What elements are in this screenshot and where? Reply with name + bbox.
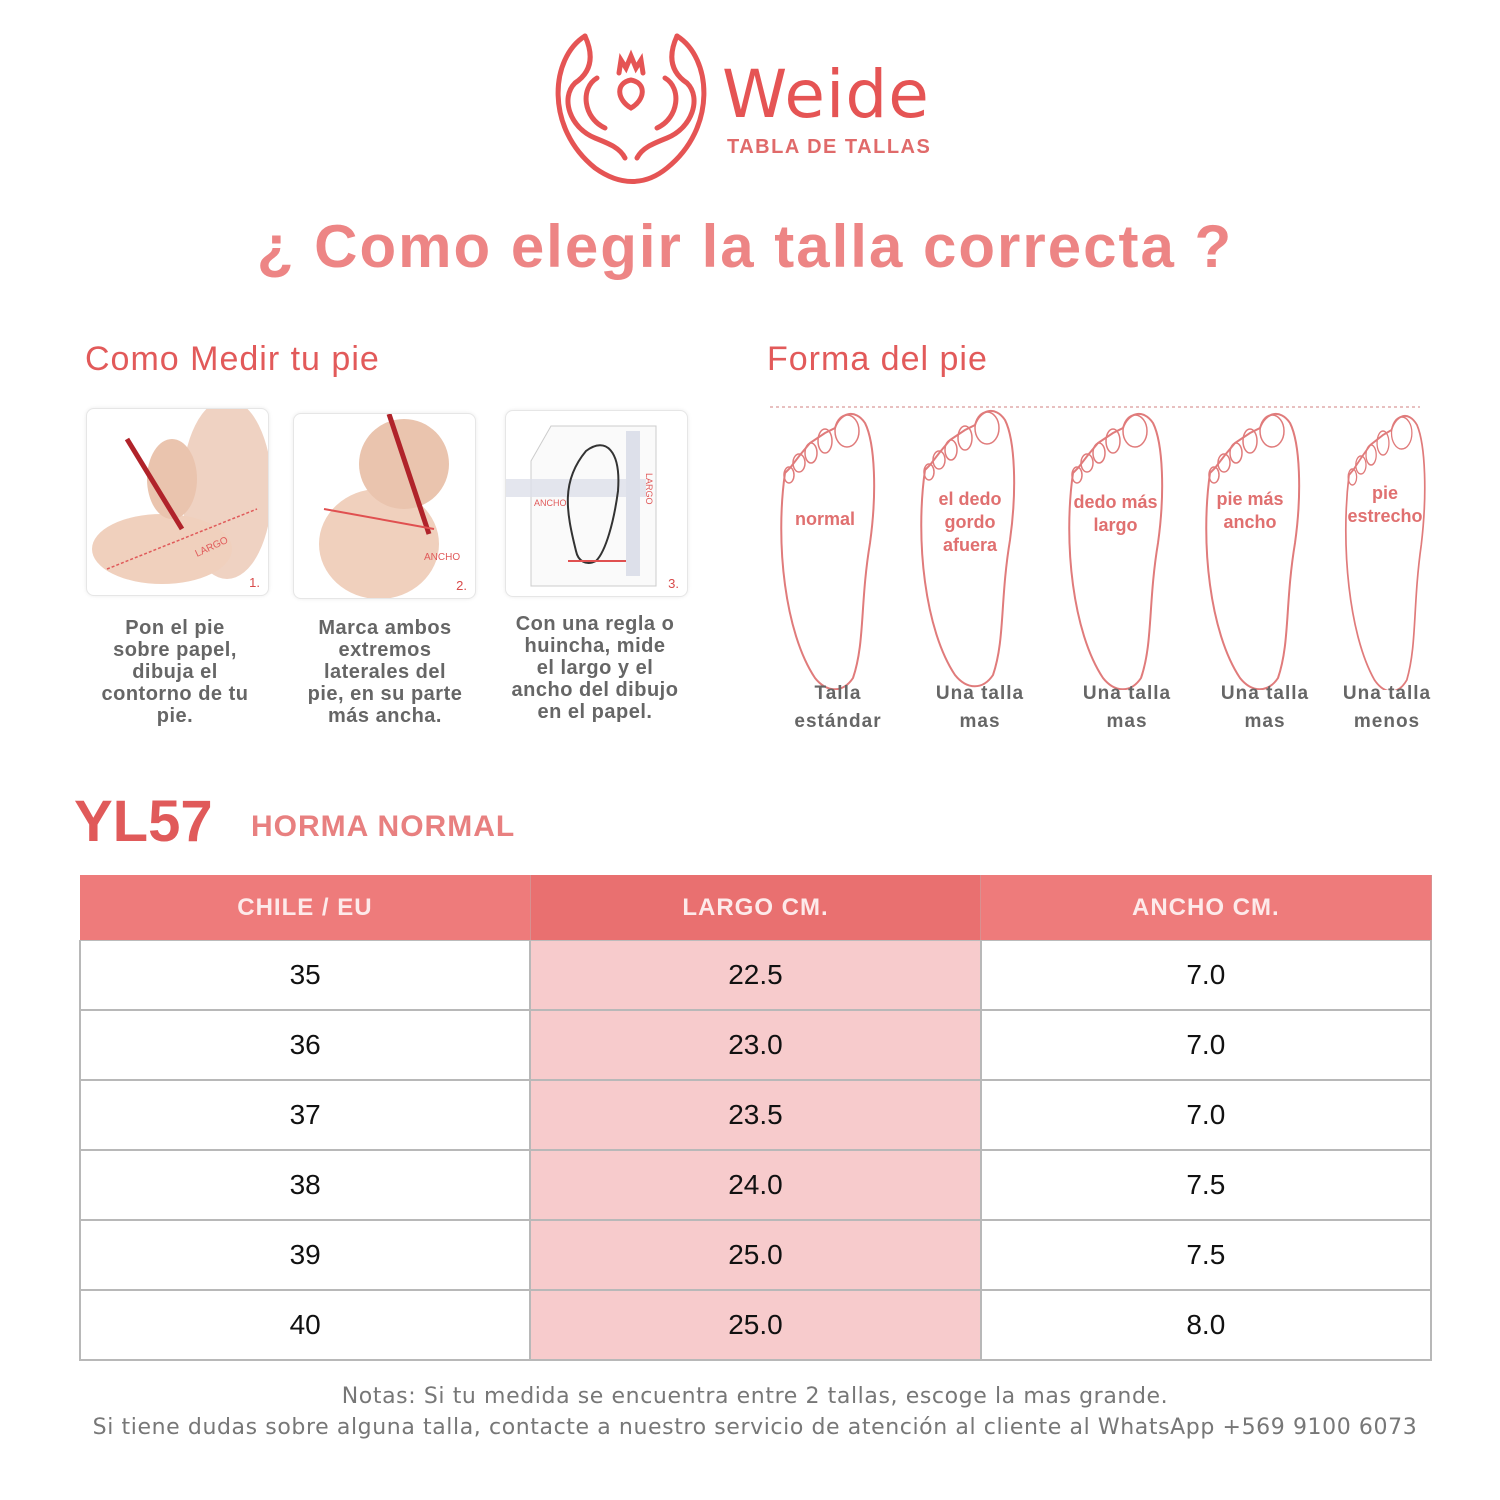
cell-size: 36: [78, 1009, 532, 1081]
cell-length: 23.5: [529, 1079, 982, 1151]
foot-wide: [1205, 412, 1301, 690]
table-row: 35 22.5 7.0: [78, 940, 1433, 1011]
foot-narrow: [1344, 414, 1426, 690]
foot-4-label: pie más ancho: [1216, 489, 1284, 532]
foot-2-label: el dedo gordo afuera: [938, 489, 1002, 555]
cell-length: 22.5: [529, 940, 982, 1011]
step-2-text: Marca ambos extremos laterales del pie, en …: [307, 617, 463, 727]
step-1-number: 1.: [249, 575, 260, 590]
fit-type: HORMA NORMAL: [251, 810, 516, 843]
measure-heading: Como Medir tu pie: [85, 340, 380, 378]
step-3-text: Con una regla o huincha, mide el largo y e…: [511, 613, 679, 723]
table-header-row: CHILE / EU LARGO CM. ANCHO CM.: [80, 875, 1432, 941]
header-width: ANCHO CM.: [980, 875, 1432, 941]
foot-shapes-illustration: [770, 406, 1426, 690]
cell-width: 8.0: [979, 1289, 1433, 1361]
table-row: 36 23.0 7.0: [78, 1009, 1433, 1081]
step-1-text: Pon el pie sobre papel, dibuja el contorno …: [101, 617, 249, 727]
foot-5-label: pie estrecho: [1347, 483, 1423, 526]
cell-size: 37: [78, 1079, 532, 1151]
model-code: YL57: [74, 789, 213, 854]
header-size: CHILE / EU: [80, 875, 531, 941]
cell-width: 7.0: [979, 1079, 1433, 1151]
cell-size: 40: [78, 1289, 532, 1361]
foot-1-caption: Talla estándar: [794, 683, 882, 732]
cell-size: 39: [78, 1219, 532, 1291]
brand-subtitle: TABLA DE TALLAS: [727, 136, 932, 158]
cell-width: 7.5: [979, 1219, 1433, 1291]
step-3-image: ANCHO LARGO 3.: [505, 410, 688, 597]
step-2-image: ANCHO 2.: [293, 413, 476, 599]
foot-1-label: normal: [794, 509, 855, 529]
cell-length: 23.0: [529, 1009, 982, 1081]
step-3-number: 3.: [668, 576, 679, 591]
cell-size: 38: [78, 1149, 532, 1221]
foot-3-label: dedo más largo: [1073, 492, 1158, 535]
table-row: 37 23.5 7.0: [78, 1079, 1433, 1151]
step-1-image: LARGO 1.: [86, 408, 269, 596]
step-2-number: 2.: [456, 578, 467, 593]
cell-length: 25.0: [529, 1289, 982, 1361]
cell-width: 7.0: [979, 940, 1433, 1011]
foot-5-caption: Una talla menos: [1342, 683, 1432, 732]
step-2-tag: ANCHO: [424, 552, 460, 563]
foot-long-toe: [1068, 412, 1164, 690]
table-row: 38 24.0 7.5: [78, 1149, 1433, 1221]
size-table: CHILE / EU LARGO CM. ANCHO CM. 35 22.5 7.0…: [78, 875, 1433, 1361]
brand-name: Weide: [722, 56, 930, 133]
foot-normal: [780, 412, 876, 690]
foot-2-caption: Una talla mas: [935, 683, 1025, 732]
cell-width: 7.0: [979, 1009, 1433, 1081]
foot-3-caption: Una talla mas: [1082, 683, 1172, 732]
note-line-2: Si tiene dudas sobre alguna talla, conta…: [92, 1415, 1418, 1440]
cell-length: 24.0: [529, 1149, 982, 1221]
shape-heading: Forma del pie: [767, 340, 988, 378]
cell-size: 35: [78, 940, 532, 1011]
step-3-tag2: LARGO: [644, 473, 654, 505]
step-3-tag: ANCHO: [534, 498, 567, 508]
cell-length: 25.0: [529, 1219, 982, 1291]
table-row: 39 25.0 7.5: [78, 1219, 1433, 1291]
foot-4-caption: Una talla mas: [1220, 683, 1310, 732]
table-row: 40 25.0 8.0: [78, 1289, 1433, 1361]
note-line-1: Notas: Si tu medida se encuentra entre 2…: [341, 1384, 1169, 1409]
cell-width: 7.5: [979, 1149, 1433, 1221]
header-length: LARGO CM.: [530, 875, 982, 941]
brand-logo-icon: [555, 33, 707, 184]
page-title: ¿ Como elegir la talla correcta ?: [256, 213, 1234, 280]
